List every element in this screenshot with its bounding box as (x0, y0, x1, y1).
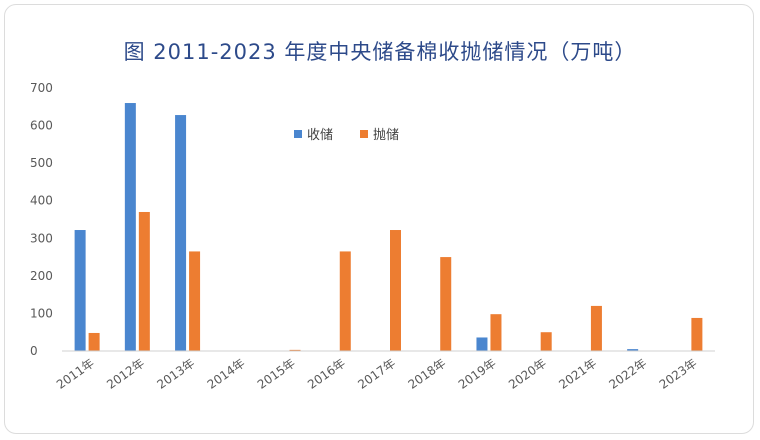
x-tick-label: 2016年 (305, 356, 348, 392)
bar-stock-in (627, 349, 639, 351)
legend-swatch (294, 130, 302, 138)
x-tick-label: 2015年 (255, 356, 298, 392)
x-tick-label: 2021年 (556, 356, 599, 392)
bar-stock-out (189, 251, 201, 351)
y-axis: 0 100 200 300 400 500 600 700 (30, 81, 53, 358)
legend-label: 收储 (307, 128, 333, 143)
legend-swatch (360, 130, 368, 138)
bar-stock-out (540, 332, 552, 351)
x-tick-label: 2014年 (205, 356, 248, 392)
x-tick-label: 2012年 (104, 356, 147, 392)
bar-stock-in (74, 230, 86, 351)
x-tick-label: 2022年 (606, 356, 649, 392)
bar-stock-out (88, 332, 100, 351)
legend: 收储 抛储 (294, 128, 399, 143)
x-axis: 2011年 2012年 2013年 2014年 2015年 2016年 2017年 2018年… (54, 350, 715, 392)
y-tick-label: 300 (30, 231, 53, 245)
bar-stock-in (124, 103, 136, 352)
bar-stock-out (289, 349, 301, 351)
x-tick-label: 2017年 (355, 356, 398, 392)
bar-stock-in (476, 337, 488, 351)
y-tick-label: 100 (30, 306, 53, 320)
y-tick-label: 600 (30, 119, 53, 133)
x-tick-label: 2018年 (406, 356, 449, 392)
bar-stock-in (175, 115, 187, 352)
y-tick-label: 200 (30, 269, 53, 283)
y-tick-label: 700 (30, 81, 53, 95)
bar-stock-out (490, 314, 502, 351)
bar-stock-out (138, 211, 150, 351)
bar-stock-out (590, 305, 602, 351)
bar-stock-out (390, 230, 401, 351)
x-tick-label: 2011年 (54, 356, 97, 392)
chart-title: 图 2011-2023 年度中央储备棉收抛储情况（万吨） (123, 40, 637, 64)
y-tick-label: 500 (30, 156, 53, 170)
legend-label: 抛储 (373, 128, 399, 143)
bar-stock-out (440, 257, 452, 351)
x-tick-label: 2019年 (456, 356, 499, 392)
bar-stock-out (339, 251, 351, 351)
y-tick-label: 400 (30, 194, 53, 208)
bars (74, 103, 703, 352)
x-tick-label: 2013年 (154, 356, 197, 392)
x-tick-label: 2023年 (657, 356, 700, 392)
y-tick-label: 0 (30, 344, 38, 358)
x-tick-label: 2020年 (506, 356, 549, 392)
bar-stock-out (691, 317, 703, 351)
